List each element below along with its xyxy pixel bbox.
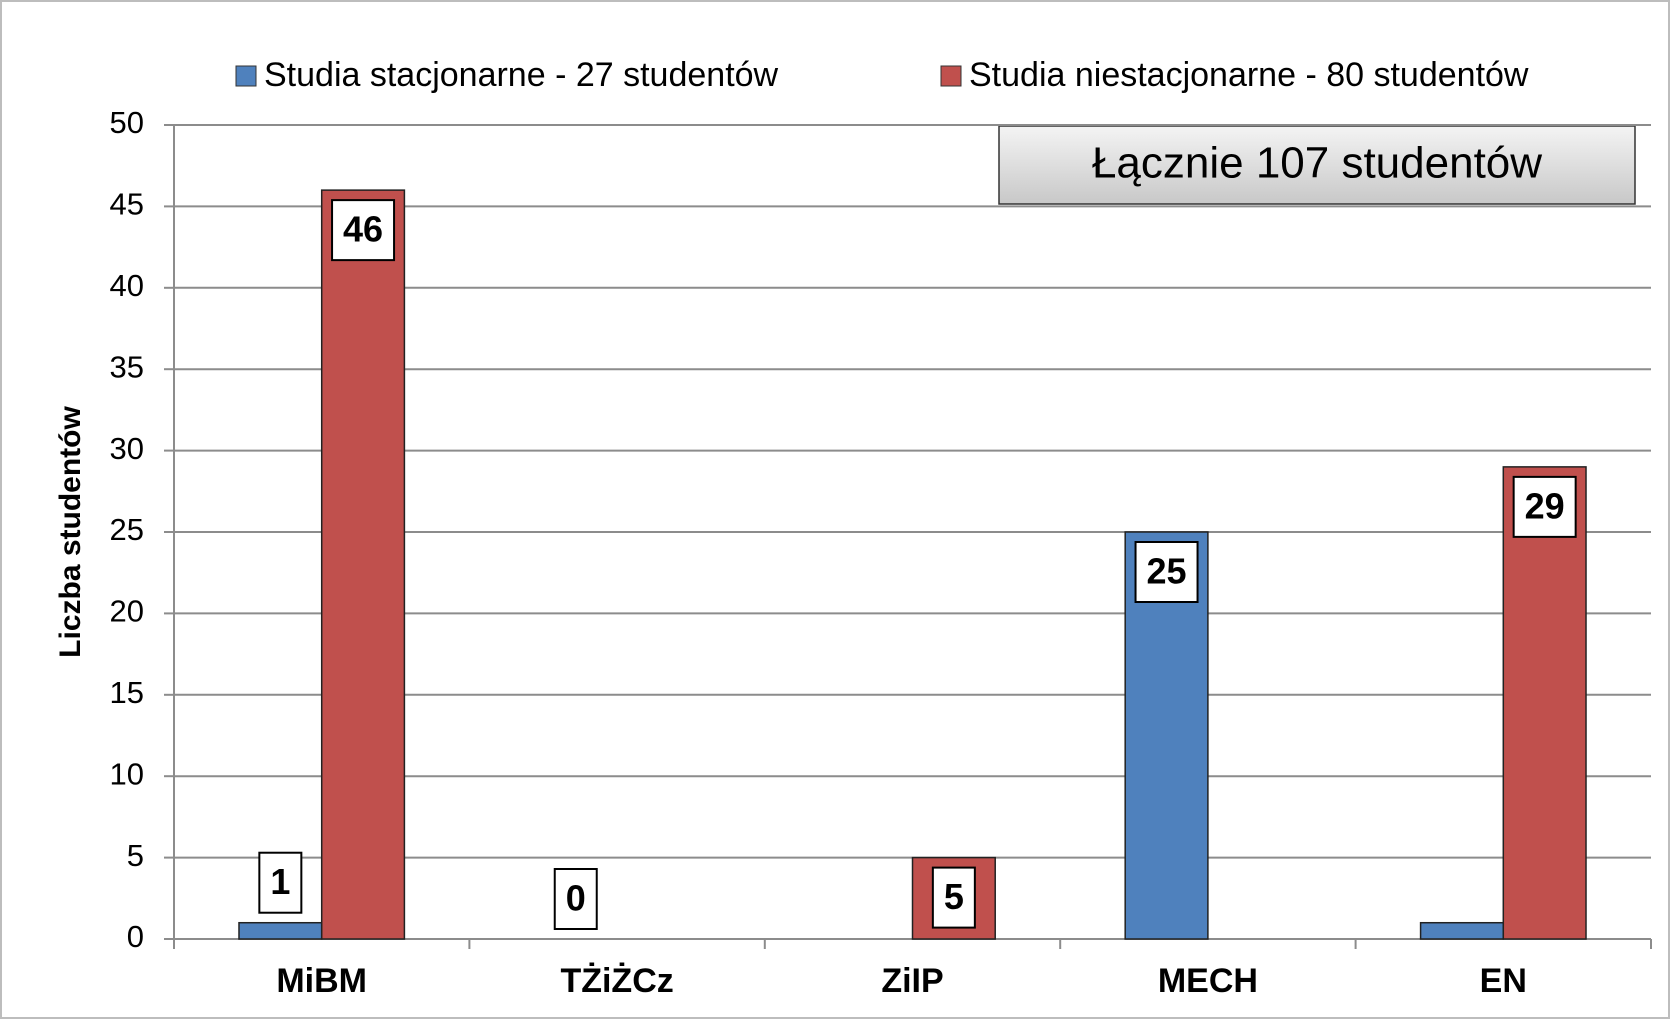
y-tick-label: 20 (110, 594, 144, 629)
bar (1502, 466, 1587, 940)
data-label-box (553, 868, 598, 930)
data-label-box (331, 199, 396, 262)
x-tick-label: ZiIP (881, 962, 943, 1000)
y-axis-label: Liczba studentów (54, 406, 87, 658)
data-label: 25 (1147, 551, 1187, 592)
legend-label: Studia niestacjonarne - 80 studentów (969, 56, 1529, 94)
y-tick-label: 30 (110, 431, 144, 466)
y-tick-label: 50 (110, 105, 144, 140)
data-label-box (258, 851, 303, 914)
data-label: 5 (944, 876, 964, 917)
x-tick-label: MECH (1158, 962, 1258, 1000)
y-tick-label: 10 (110, 756, 144, 791)
data-label-box (1512, 475, 1577, 538)
bar (1419, 921, 1505, 940)
data-label-box (1134, 541, 1199, 603)
data-label: 29 (1525, 485, 1565, 526)
x-tick-label: MiBM (276, 962, 367, 1000)
legend-swatch (940, 65, 962, 87)
annotation: Łącznie 107 studentów (1092, 139, 1542, 188)
bar (238, 921, 323, 940)
data-label-box (931, 866, 976, 929)
y-tick-label: 25 (110, 512, 144, 547)
y-tick-label: 5 (127, 838, 144, 873)
bar (320, 189, 406, 940)
legend-label: Studia stacjonarne - 27 studentów (264, 56, 779, 94)
annotation-box (998, 125, 1636, 205)
x-tick-label: TŻiŻCz (560, 962, 673, 1000)
legend-swatch (235, 65, 257, 87)
y-tick-label: 15 (110, 675, 144, 710)
y-tick-label: 45 (110, 187, 144, 222)
data-label: 1 (270, 861, 290, 902)
y-tick-label: 0 (127, 919, 144, 954)
y-tick-label: 40 (110, 268, 144, 303)
y-tick-label: 35 (110, 349, 144, 384)
data-label: 0 (566, 878, 586, 919)
x-tick-label: EN (1480, 962, 1527, 1000)
data-label: 46 (343, 209, 383, 250)
